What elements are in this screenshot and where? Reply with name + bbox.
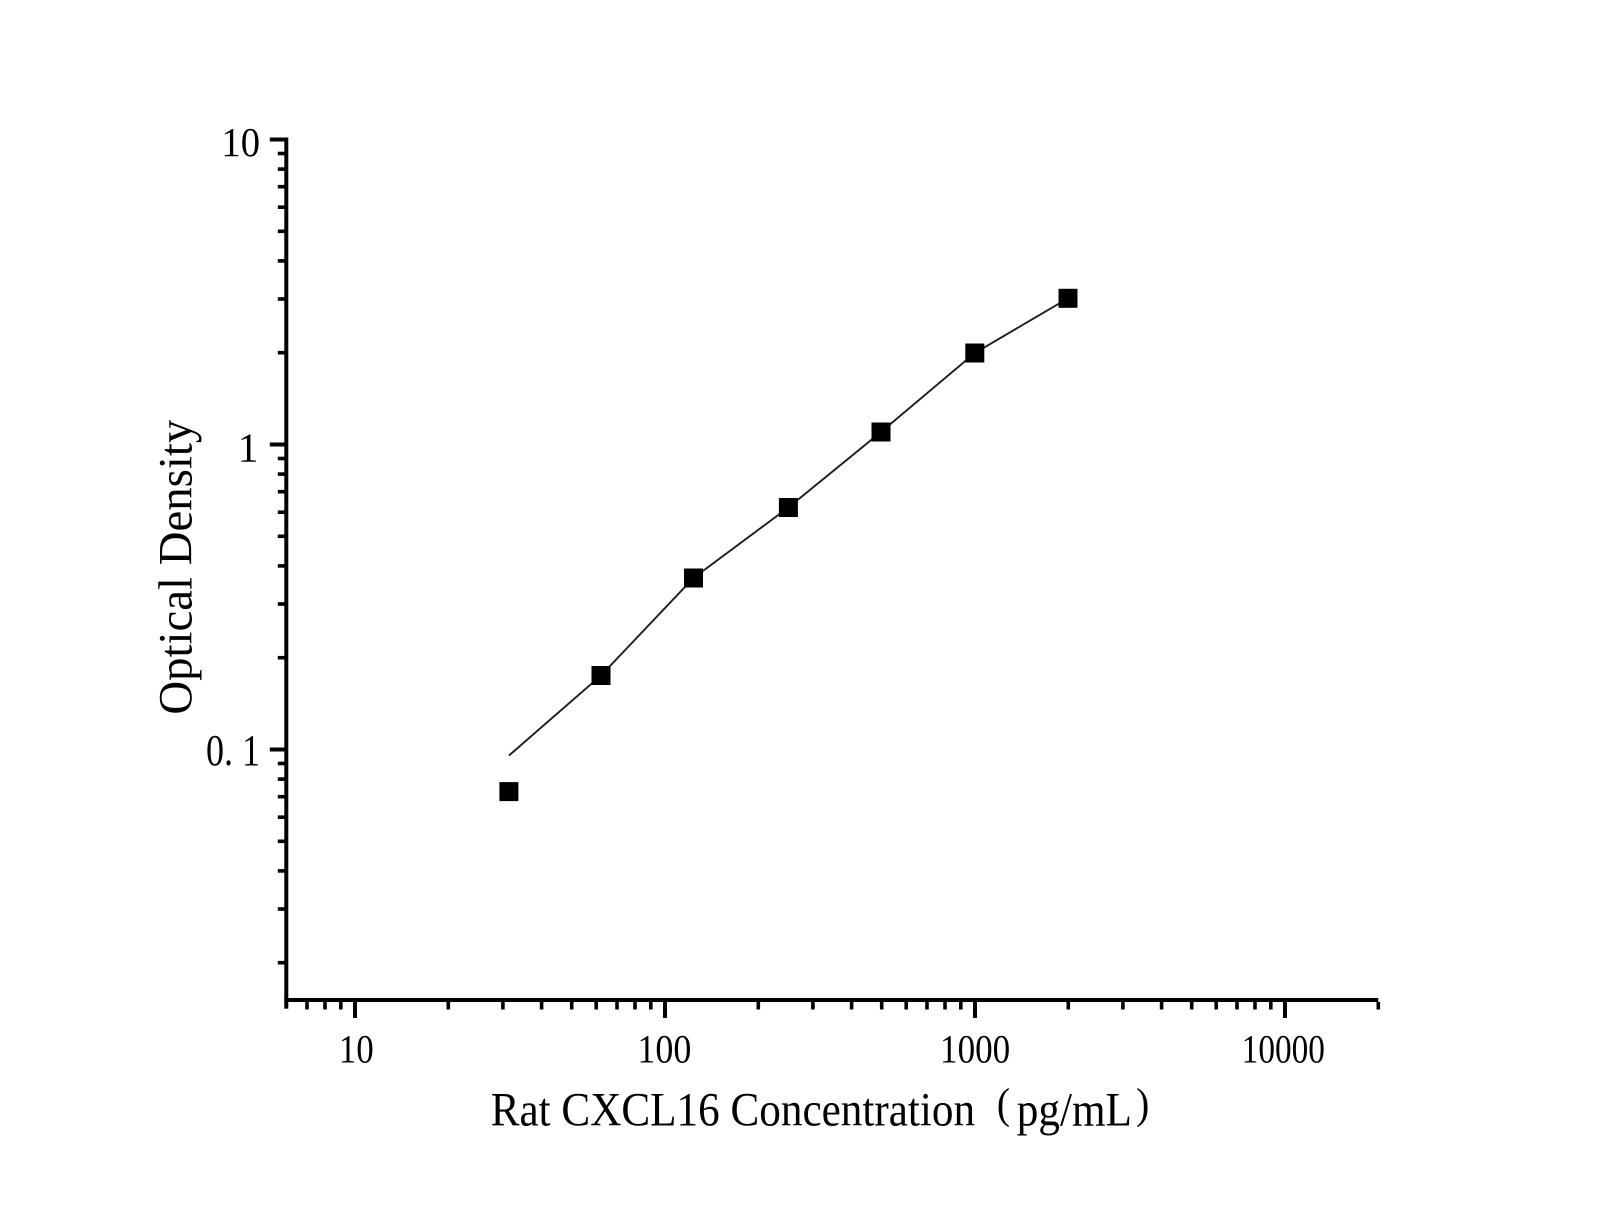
svg-text:Optical Density: Optical Density	[150, 419, 202, 714]
svg-text:1000: 1000	[940, 1028, 1010, 1073]
svg-text:10: 10	[221, 119, 260, 166]
svg-text:Rat CXCL16 Concentration(pg/mL: Rat CXCL16 Concentration(pg/mL)	[491, 1079, 1150, 1135]
svg-text:100: 100	[637, 1028, 691, 1072]
svg-text:0. 1: 0. 1	[206, 726, 260, 775]
svg-text:10000: 10000	[1242, 1027, 1325, 1072]
svg-text:10: 10	[339, 1029, 374, 1073]
svg-text:1: 1	[238, 424, 259, 470]
